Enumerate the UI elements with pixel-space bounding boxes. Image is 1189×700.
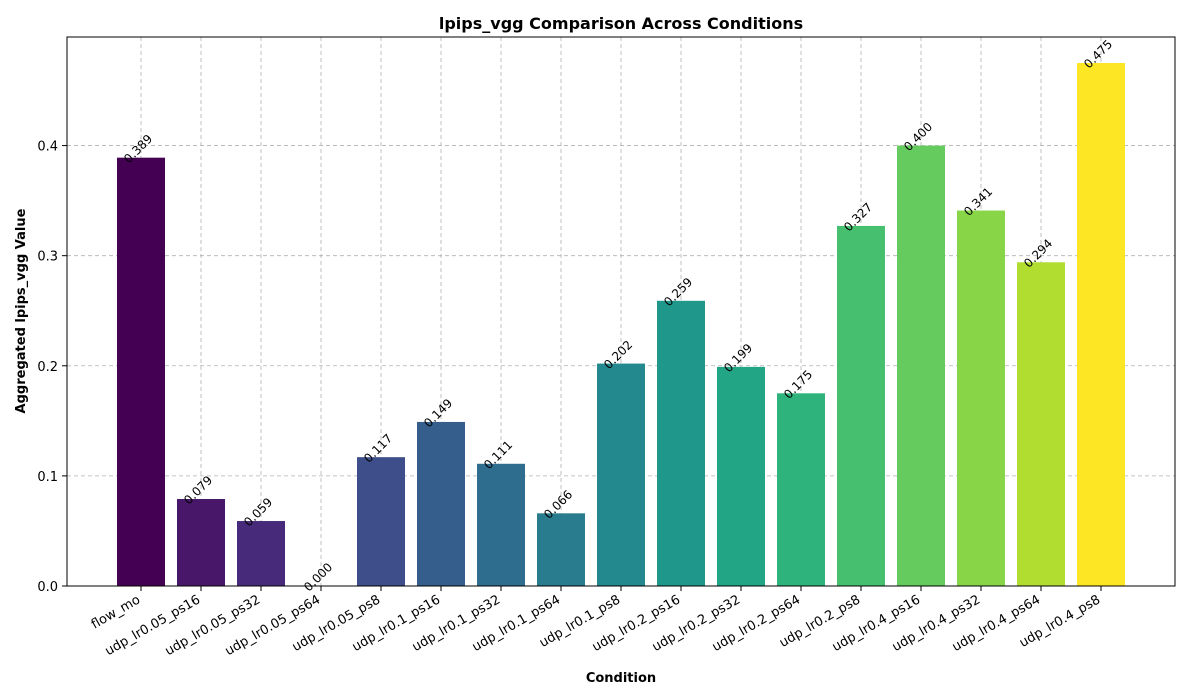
y-tick-label: 0.4	[37, 140, 58, 155]
bar	[237, 521, 285, 586]
bar	[657, 300, 705, 586]
bar	[117, 157, 165, 586]
bar	[597, 363, 645, 586]
bar	[177, 499, 225, 586]
bar	[537, 513, 585, 586]
bar	[477, 463, 525, 586]
bar	[1017, 262, 1065, 586]
x-axis: flow_moudp_lr0.05_ps16udp_lr0.05_ps32udp…	[89, 586, 1103, 659]
bar	[837, 225, 885, 586]
y-tick-label: 0.1	[37, 470, 58, 485]
bar	[897, 145, 945, 587]
bar	[417, 421, 465, 586]
bar	[957, 210, 1005, 586]
chart-title: lpips_vgg Comparison Across Conditions	[439, 14, 803, 33]
y-tick-label: 0.0	[37, 580, 58, 595]
bar	[1077, 62, 1125, 587]
bar-layer	[117, 62, 1125, 587]
y-axis: 0.0 0.1 0.2 0.3 0.4	[37, 140, 67, 595]
y-tick-label: 0.2	[37, 360, 58, 375]
y-tick-label: 0.3	[37, 250, 58, 265]
bar	[357, 457, 405, 586]
y-axis-label: Aggregated lpips_vgg Value	[14, 208, 29, 413]
data-label: 0.000	[301, 560, 335, 594]
bar	[777, 393, 825, 586]
x-axis-label: Condition	[586, 671, 656, 686]
bar	[717, 366, 765, 586]
